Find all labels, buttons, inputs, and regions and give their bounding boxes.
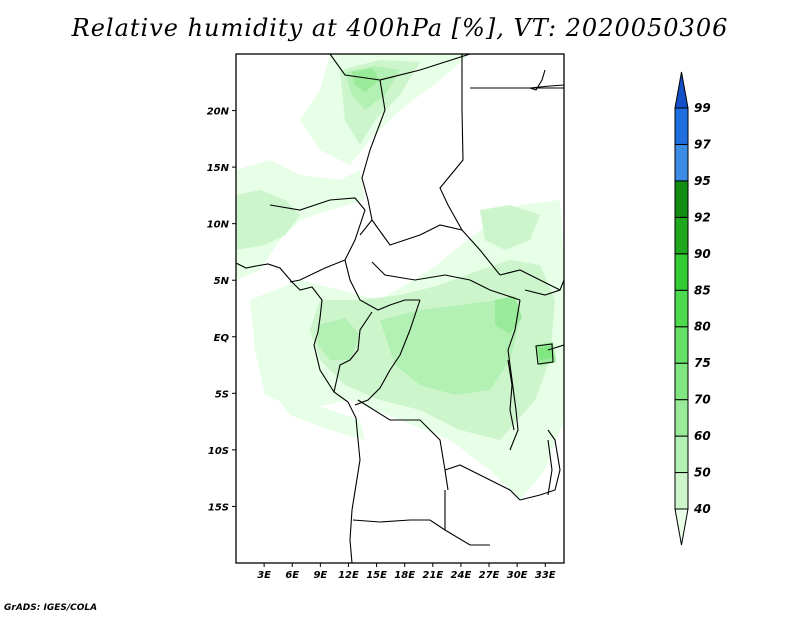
border-drc-east xyxy=(507,299,521,451)
colorbar-label: 99 xyxy=(694,101,711,115)
latitude-axis: 20N 15N 10N 5N EQ 5S 10S 15S xyxy=(207,107,236,513)
lat-tick-label: 5N xyxy=(214,276,230,287)
border-congo-drc xyxy=(333,311,373,393)
colorbar-segment xyxy=(674,472,689,510)
border-drc-west xyxy=(354,299,421,406)
colorbar-segment xyxy=(674,289,689,328)
lat-tick-label: 20N xyxy=(207,107,230,118)
lon-tick-label: 15E xyxy=(366,570,387,581)
colorbar-segment xyxy=(674,107,689,145)
rh-region-southwest xyxy=(264,380,365,440)
colorbar: 40 50 60 70 75 80 85 90 92 95 97 99 xyxy=(674,71,711,546)
colorbar-label: 40 xyxy=(693,502,711,516)
border-ethiopia xyxy=(499,269,561,291)
humidity-field xyxy=(236,54,564,500)
colorbar-segment xyxy=(674,143,689,182)
colorbar-label: 85 xyxy=(694,283,711,297)
border-angola-north xyxy=(357,399,449,491)
border-tanzania xyxy=(547,344,564,351)
lon-tick-label: 9E xyxy=(313,570,327,581)
colorbar-label: 95 xyxy=(694,174,711,188)
border-libya-south xyxy=(329,54,471,81)
colorbar-segment xyxy=(674,362,689,401)
rh-region-great-lakes-core xyxy=(538,346,552,360)
border-uganda xyxy=(524,279,564,296)
lon-tick-label: 21E xyxy=(422,570,443,581)
rh-region-lake-victoria xyxy=(495,296,522,334)
rh-region-west-coast xyxy=(236,190,300,250)
lon-tick-label: 33E xyxy=(535,570,556,581)
colorbar-min-arrow xyxy=(674,508,689,546)
red-sea-coast xyxy=(529,69,564,91)
lon-tick-label: 12E xyxy=(338,570,359,581)
footer-credit: GrADS: IGES/COLA xyxy=(4,603,98,613)
lon-tick-label: 18E xyxy=(394,570,415,581)
lon-tick-label: 6E xyxy=(285,570,299,581)
lake-malawi xyxy=(547,439,553,496)
rh-region-central-basin xyxy=(380,300,520,395)
colorbar-segment xyxy=(674,253,689,291)
colorbar-segment xyxy=(674,180,689,218)
colorbar-segment xyxy=(674,326,689,364)
longitude-axis: 3E 6E 9E 12E 15E 18E 21E 24E 27E 30E 33E xyxy=(257,563,556,581)
border-namibia xyxy=(352,519,490,546)
colorbar-max-arrow xyxy=(674,71,689,109)
border-nigeria xyxy=(269,197,366,283)
map-frame xyxy=(235,53,565,564)
rh-region-sahel-peak xyxy=(352,68,380,92)
lon-tick-label: 24E xyxy=(451,570,472,581)
border-zambia xyxy=(519,429,561,501)
lon-tick-label: 30E xyxy=(507,570,528,581)
lat-tick-label: 15N xyxy=(207,163,230,174)
colorbar-segment xyxy=(674,435,689,474)
colorbar-label: 90 xyxy=(694,247,711,261)
border-car-south xyxy=(371,261,521,301)
colorbar-segment xyxy=(674,399,689,437)
lat-tick-label: 10N xyxy=(207,220,230,231)
lat-tick-label: 5S xyxy=(215,389,229,400)
lat-tick-label: 10S xyxy=(208,446,229,457)
rh-region-east-highlands xyxy=(480,205,540,250)
colorbar-label: 92 xyxy=(694,210,711,224)
chart-title: Relative humidity at 400hPa [%], VT: 202… xyxy=(71,14,729,42)
colorbar-label: 80 xyxy=(694,320,711,334)
colorbar-label: 60 xyxy=(694,429,711,443)
political-borders xyxy=(236,54,564,563)
coastline xyxy=(236,262,361,563)
colorbar-label: 70 xyxy=(694,393,711,407)
lake-tanganyika xyxy=(507,359,515,431)
lake-victoria-outline xyxy=(535,343,554,365)
lon-tick-label: 27E xyxy=(479,570,500,581)
rh-region-northwest xyxy=(236,160,365,280)
border-car-north xyxy=(371,219,501,276)
border-chad-east xyxy=(439,54,464,231)
border-angola-east xyxy=(444,464,521,501)
lon-tick-label: 3E xyxy=(257,570,271,581)
lat-tick-label: EQ xyxy=(214,333,230,344)
border-cameroon xyxy=(344,259,420,311)
colorbar-label: 75 xyxy=(694,356,711,370)
rh-region-gabon xyxy=(318,318,360,360)
colorbar-label: 97 xyxy=(694,137,711,151)
colorbar-label: 50 xyxy=(694,466,711,480)
lat-tick-label: 15S xyxy=(208,502,229,513)
colorbar-segment xyxy=(674,216,689,255)
